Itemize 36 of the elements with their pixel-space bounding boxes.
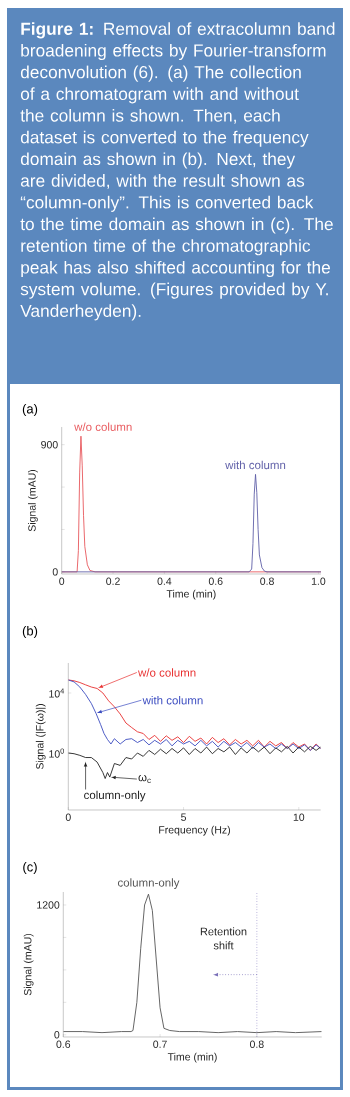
y-tick-label: 10$^{4}$ — [49, 688, 65, 698]
series-label: column-only — [117, 878, 180, 889]
x-axis-title: Frequency (Hz) — [159, 825, 230, 836]
chart-title: (a) — [22, 403, 38, 417]
chart-title: (c) — [23, 861, 37, 875]
text: Figure 1: Removal of extracolumn band broadening effects by Fourier-transform deconvolution (6). (a) The collection of a chromatogram with and without the column is shown. Then, each dataset is converted to the frequency domain as shown in (b). Next, they are divided, with the result shown as “column-only”. This is converted back to the time domain as shown in (c). The retention time of the chromatographic peak has also shifted accounting for the system volume. (Figures provided by Y. Vanderheyden). — [20, 22, 335, 321]
x-axis-title: Time (min) — [166, 589, 216, 600]
x-tick-label: 0.8 — [260, 577, 274, 585]
x-tick-label: 5 — [181, 813, 187, 821]
x-axis-title: Time (min) — [167, 1052, 217, 1063]
y-tick-label: 0 — [52, 568, 58, 576]
x-tick-label: 0 — [65, 813, 71, 821]
line-series — [68, 679, 321, 751]
chart-title: (b) — [22, 625, 38, 639]
x-tick-label: 0.7 — [153, 1040, 167, 1048]
x-tick-label: 10 — [293, 813, 305, 821]
annotation: Retention shift — [200, 927, 247, 950]
y-axis-title: Signal (mAU) — [23, 933, 34, 996]
y-tick-label: 10$^{0}$ — [49, 748, 64, 758]
x-tick-label: 1.0 — [311, 577, 326, 585]
series-label: with column — [225, 460, 286, 470]
series-label: w/o column — [74, 422, 132, 431]
y-tick-label: 0 — [54, 1031, 60, 1039]
annotation: column-only — [84, 790, 146, 802]
y-tick-label: 1200 — [37, 901, 60, 909]
y-axis-title: Signal (|F(ω)|) — [35, 704, 46, 770]
x-tick-label: 0.8 — [249, 1040, 264, 1048]
y-axis-title: Signal (mAU) — [28, 469, 38, 532]
x-tick-label: 0.2 — [106, 577, 120, 585]
x-tick-label: 0.6 — [56, 1040, 71, 1048]
y-tick-label: 900 — [41, 440, 58, 449]
x-tick-label: 0.6 — [208, 577, 223, 585]
annotation: with column — [142, 695, 203, 705]
x-tick-label: 0.4 — [157, 577, 172, 585]
annotation: w/o column — [138, 668, 196, 677]
annotation: ω$_{c}$ — [138, 775, 151, 784]
